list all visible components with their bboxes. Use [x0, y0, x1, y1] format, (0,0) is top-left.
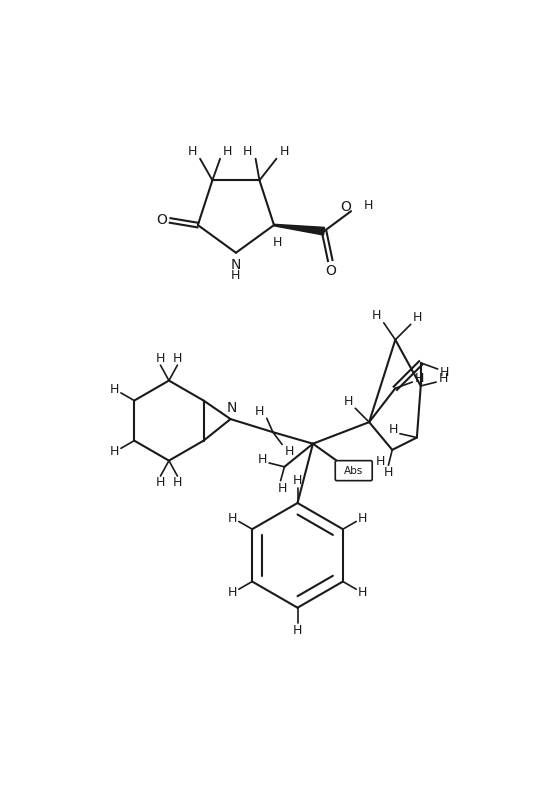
- Text: O: O: [326, 263, 336, 278]
- Text: H: H: [344, 394, 353, 408]
- Polygon shape: [274, 224, 325, 235]
- Text: H: H: [413, 311, 422, 324]
- Text: H: H: [293, 474, 302, 487]
- Text: H: H: [363, 198, 373, 211]
- Text: H: H: [243, 145, 253, 158]
- Text: H: H: [440, 366, 449, 379]
- Text: H: H: [388, 424, 397, 437]
- Text: H: H: [228, 586, 237, 599]
- Text: Abs: Abs: [344, 466, 363, 475]
- Text: H: H: [173, 475, 182, 488]
- Text: H: H: [110, 445, 120, 458]
- Text: N: N: [231, 258, 241, 272]
- Text: H: H: [228, 511, 237, 525]
- FancyBboxPatch shape: [335, 461, 372, 480]
- Text: H: H: [293, 624, 302, 637]
- Text: H: H: [255, 405, 264, 418]
- Text: H: H: [223, 145, 232, 158]
- Text: H: H: [358, 511, 367, 525]
- Text: H: H: [438, 372, 448, 385]
- Text: H: H: [358, 586, 367, 599]
- Text: H: H: [156, 352, 165, 365]
- Text: H: H: [376, 455, 385, 468]
- Text: H: H: [231, 270, 241, 283]
- Text: H: H: [257, 453, 267, 466]
- Text: H: H: [278, 482, 287, 495]
- Text: O: O: [156, 213, 167, 227]
- Text: H: H: [110, 383, 120, 396]
- Text: H: H: [384, 467, 393, 480]
- Text: H: H: [156, 475, 165, 488]
- Text: O: O: [340, 200, 351, 215]
- Text: H: H: [372, 309, 381, 322]
- Text: H: H: [188, 145, 197, 158]
- Text: H: H: [272, 237, 282, 249]
- Text: H: H: [415, 372, 424, 385]
- Text: H: H: [173, 352, 182, 365]
- Text: H: H: [284, 445, 294, 458]
- Text: H: H: [279, 145, 289, 158]
- Text: N: N: [227, 401, 237, 416]
